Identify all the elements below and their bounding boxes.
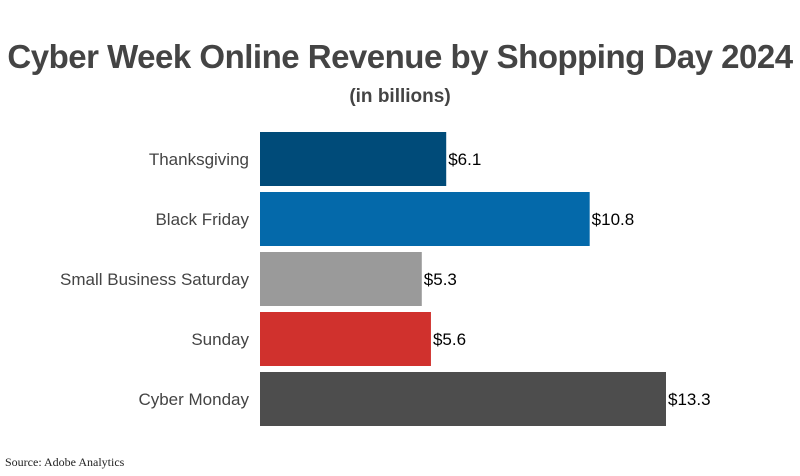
data-label: $6.1 [448, 150, 481, 169]
bar-sunday [260, 312, 431, 366]
source-note: Source: Adobe Analytics [5, 455, 125, 469]
data-label: $13.3 [668, 390, 711, 409]
category-label: Black Friday [155, 210, 249, 229]
category-label: Cyber Monday [138, 390, 249, 409]
category-label: Thanksgiving [149, 150, 249, 169]
bar-thanksgiving [260, 132, 447, 186]
data-label: $5.3 [424, 270, 457, 289]
chart-subtitle: (in billions) [349, 86, 451, 107]
data-label: $10.8 [592, 210, 635, 229]
bar-small-business-saturday [260, 252, 422, 306]
bar-cyber-monday [260, 372, 666, 426]
data-label: $5.6 [433, 330, 466, 349]
category-label: Small Business Saturday [60, 270, 249, 289]
bar-black-friday [260, 192, 590, 246]
chart-title: Cyber Week Online Revenue by Shopping Da… [7, 38, 793, 75]
category-label: Sunday [191, 330, 249, 349]
